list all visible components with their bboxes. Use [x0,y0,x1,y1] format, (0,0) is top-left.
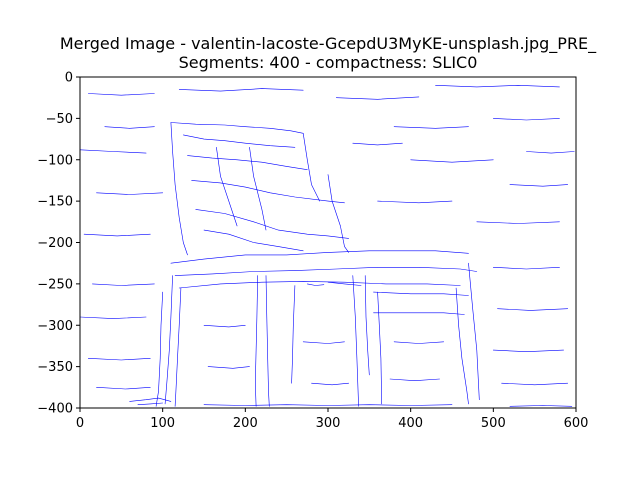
y-tick-label: −350 [37,360,73,375]
edge-line-14 [155,291,163,407]
chart-title-line-2: Segments: 400 - compactness: SLIC0 [179,53,478,72]
edge-line-2 [183,134,296,148]
edge-line-47 [96,386,151,390]
edge-line-12 [174,266,478,276]
x-tick-label: 200 [233,416,258,431]
x-tick-label: 0 [76,416,84,431]
edge-line-51 [501,382,569,386]
edge-line-1 [170,122,188,256]
y-tick-label: −400 [37,402,73,417]
edge-line-58 [203,404,453,406]
edge-line-27 [327,281,362,286]
edge-line-31 [79,149,147,154]
edge-line-53 [207,366,250,369]
edge-line-0 [170,122,304,134]
edge-line-41 [476,221,560,224]
edge-line-21 [364,275,370,376]
edge-line-48 [492,266,560,270]
edge-line-34 [335,96,420,100]
edge-line-59 [509,405,573,407]
edge-line-13 [178,281,461,289]
edge-line-3 [187,155,308,170]
y-tick-label: −200 [37,236,73,251]
edge-line-38 [410,159,494,163]
edge-line-36 [393,126,469,129]
x-tick-label: 100 [150,416,175,431]
edge-line-11 [170,250,469,264]
edge-line-42 [96,192,163,195]
edge-line-20 [352,275,359,407]
y-tick-label: −50 [46,112,73,127]
edge-line-61 [352,142,403,146]
y-tick-label: −300 [37,319,73,334]
edge-line-15 [164,275,173,405]
y-axis: 0 −50 −100 −150 −200 −250 −300 −350 −400 [37,71,80,417]
edge-line-44 [92,283,155,286]
edge-line-28 [306,283,325,286]
edge-line-52 [203,324,246,328]
y-tick-label: 0 [65,71,73,86]
edge-line-5 [195,209,350,239]
edge-line-19 [291,285,296,384]
edge-line-23 [373,312,465,315]
edge-line-18 [265,275,270,407]
edge-line-7 [302,133,321,202]
edge-line-39 [509,184,569,187]
edge-line-35 [435,85,560,88]
edge-line-56 [393,341,445,344]
edge-line-29 [129,397,172,402]
edge-line-60 [104,126,155,129]
edge-line-57 [389,378,440,382]
edge-line-32 [88,93,155,96]
edge-line-8 [327,174,350,253]
edge-line-22 [373,291,469,296]
plot-lines [79,85,575,407]
edge-line-16 [174,287,182,407]
x-tick-label: 400 [398,416,423,431]
edge-line-62 [526,151,575,154]
edge-line-25 [455,287,469,405]
edge-line-10 [216,147,238,227]
x-axis: 0 100 200 300 400 500 600 [76,408,589,431]
chart-title-line-1: Merged Image - valentin-lacoste-GcepdU3M… [60,34,597,54]
edge-line-43 [83,233,151,237]
edge-line-30 [137,402,163,406]
edge-line-54 [302,341,345,344]
edge-line-37 [492,118,560,121]
x-tick-label: 600 [564,416,589,431]
y-tick-label: −250 [37,277,73,292]
edge-line-50 [492,349,564,353]
edge-line-6 [203,229,304,252]
edge-line-55 [311,382,350,386]
x-tick-label: 500 [481,416,506,431]
edge-line-46 [88,357,151,361]
edge-line-24 [377,291,383,405]
edge-line-33 [178,88,304,92]
edge-line-49 [497,308,569,311]
y-tick-label: −100 [37,153,73,168]
edge-line-45 [79,316,147,319]
edge-line-26 [468,262,480,401]
edge-line-17 [255,275,259,407]
edge-line-4 [191,180,345,204]
edge-line-40 [377,200,453,204]
y-tick-label: −150 [37,195,73,210]
edge-line-9 [249,147,267,231]
x-tick-label: 300 [316,416,341,431]
